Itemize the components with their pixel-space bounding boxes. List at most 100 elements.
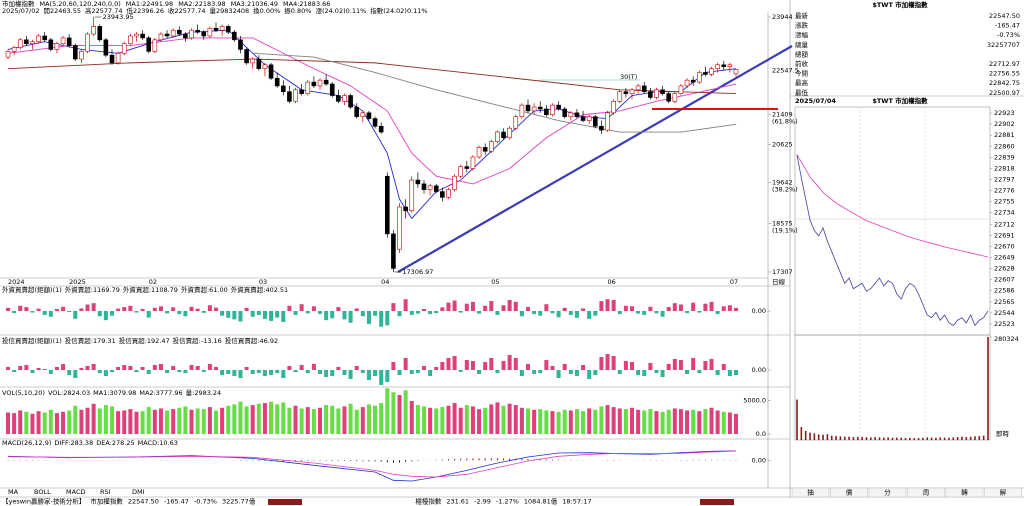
tab[interactable]: RSI — [100, 488, 111, 496]
button[interactable] — [868, 487, 907, 498]
candle-body — [562, 108, 568, 117]
candle-body — [391, 233, 396, 269]
bar — [452, 403, 457, 434]
bar — [538, 311, 543, 316]
button-label[interactable]: 轉 — [961, 488, 968, 497]
quote-label: 前收 — [795, 59, 809, 68]
bar — [441, 459, 443, 461]
quote-label: 總額 — [795, 49, 809, 58]
candle-body — [421, 183, 427, 190]
bar — [293, 370, 298, 372]
bar — [593, 370, 598, 375]
bar — [103, 370, 108, 376]
button[interactable] — [830, 487, 868, 498]
status-block — [268, 499, 302, 505]
tab[interactable]: MA — [8, 488, 19, 496]
candle-body — [24, 39, 29, 44]
quote-value: 22842.75 — [989, 79, 1020, 87]
bar — [709, 301, 714, 311]
volume-bar — [917, 437, 920, 440]
bar — [171, 307, 176, 311]
bar — [501, 405, 506, 434]
bar — [24, 307, 29, 311]
button-label[interactable]: 周 — [923, 489, 930, 497]
bar — [91, 303, 96, 311]
bar — [415, 405, 420, 434]
volume-bar — [804, 430, 807, 440]
tab[interactable]: BOLL — [34, 488, 51, 496]
candle-body — [244, 49, 249, 64]
legend-text: 外資買賣超:402.51 — [231, 285, 288, 294]
candle-body — [293, 89, 298, 102]
legend-text: 漲(24.02)0.11% — [315, 6, 366, 15]
candle-body — [250, 58, 256, 64]
candle-body — [66, 37, 72, 46]
bar — [158, 364, 163, 370]
tab[interactable]: DMI — [132, 488, 145, 496]
button[interactable] — [984, 487, 1022, 498]
bar — [564, 459, 566, 461]
quote-label: 最新 — [795, 11, 809, 20]
bar — [67, 311, 72, 313]
volume-bar — [909, 437, 911, 440]
candle-body — [703, 72, 708, 75]
legend-text: 外資賣超:61.00 — [181, 285, 228, 294]
bar — [348, 370, 353, 379]
volume-bar — [809, 432, 811, 440]
candle-body — [146, 37, 152, 52]
bar — [269, 311, 274, 321]
bar — [275, 370, 280, 373]
candle-body — [550, 104, 555, 116]
y-tick-label: 17307 — [772, 268, 793, 276]
legend-text: 投信買賣超:46.92 — [225, 336, 278, 345]
bar — [324, 405, 329, 434]
candle-body — [427, 185, 433, 190]
legend-text: 量:2983.24 — [186, 389, 222, 397]
button-label[interactable]: 抽 — [807, 488, 814, 497]
candle-body — [733, 69, 739, 75]
bar — [214, 410, 218, 434]
bar — [489, 358, 494, 370]
bar — [67, 410, 72, 434]
bar — [330, 405, 335, 434]
bar — [134, 411, 139, 434]
bar — [324, 311, 329, 321]
bar — [489, 404, 494, 434]
candle-body — [329, 83, 335, 96]
bar — [36, 308, 41, 311]
button[interactable] — [945, 487, 984, 498]
bar — [287, 305, 292, 311]
bar — [189, 365, 194, 370]
bar — [415, 370, 420, 373]
bar — [558, 459, 560, 461]
button[interactable] — [791, 487, 830, 498]
tab[interactable]: MACD — [66, 488, 85, 496]
button-label[interactable]: 解 — [1000, 488, 1007, 497]
candle-body — [48, 39, 54, 50]
quote-value: 32257707 — [987, 41, 1020, 49]
bar — [391, 303, 396, 311]
fib-note: (38.2%) — [772, 185, 798, 193]
legend-text: 量29832408 — [210, 7, 250, 15]
button-label[interactable]: 分 — [884, 488, 891, 497]
bar — [470, 361, 475, 370]
bar — [275, 311, 280, 318]
bar — [623, 409, 628, 434]
bar — [343, 460, 345, 461]
bar — [409, 401, 414, 434]
bar — [483, 362, 488, 370]
button-label[interactable]: 價 — [846, 488, 853, 497]
bar — [250, 405, 255, 434]
y-tick-label: 22649 — [994, 254, 1015, 262]
bar — [171, 366, 176, 370]
bar — [103, 405, 108, 434]
bar — [562, 364, 567, 370]
bar — [672, 303, 677, 311]
bar — [704, 459, 706, 461]
candle-body — [440, 191, 445, 198]
bar — [195, 308, 200, 311]
legend-text: MA(5,20,60,120,240,0,0) — [40, 0, 121, 8]
bar — [495, 370, 500, 373]
volume-bar — [843, 436, 846, 440]
button[interactable] — [907, 487, 945, 498]
